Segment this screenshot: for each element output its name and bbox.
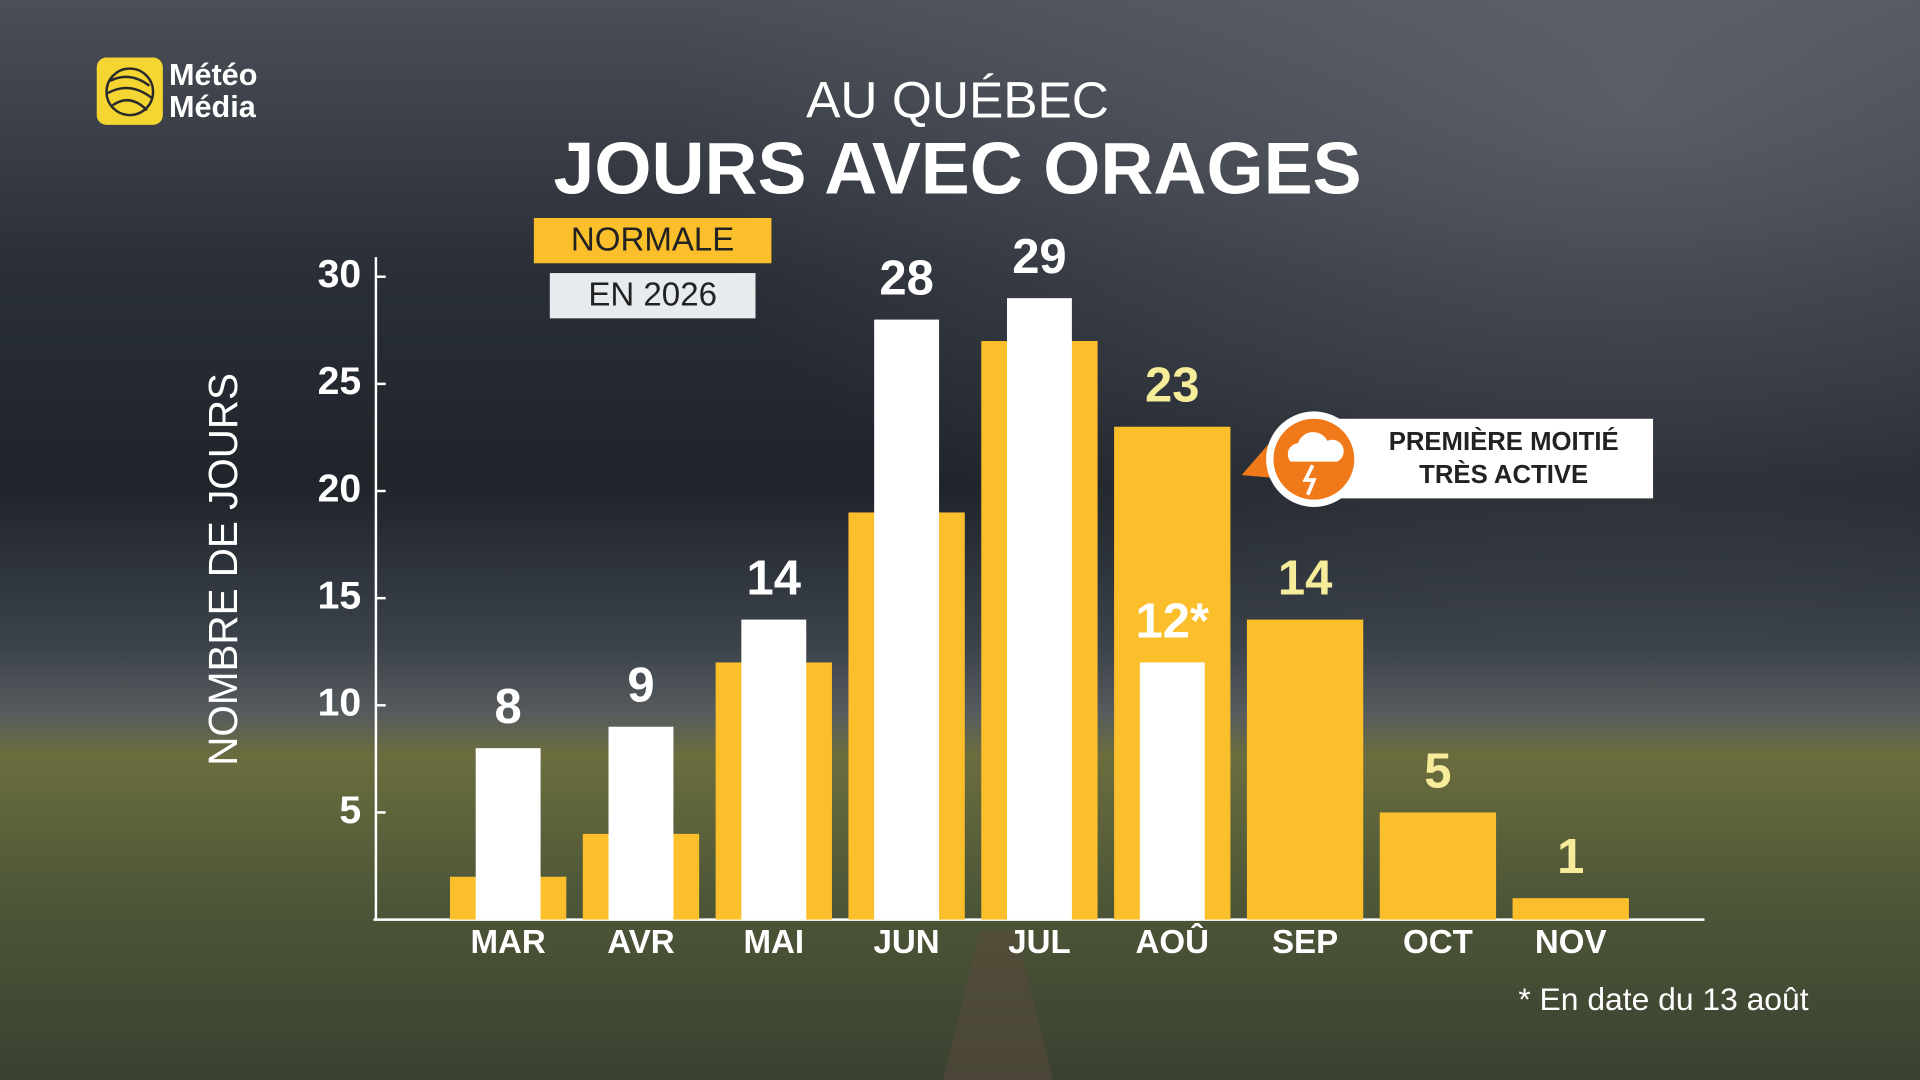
- legend-label: EN 2026: [588, 277, 717, 314]
- x-tick-label: MAI: [744, 924, 805, 961]
- x-tick-label: OCT: [1403, 924, 1473, 961]
- bar: [475, 748, 541, 920]
- value-label: 8: [495, 680, 522, 734]
- value-label: 14: [1278, 552, 1332, 606]
- bar: [1512, 898, 1629, 920]
- chart-subtitle: AU QUÉBEC: [806, 71, 1109, 129]
- x-tick-label: JUN: [874, 924, 940, 961]
- logo-text: Météo: [169, 58, 257, 92]
- x-tick-label: NOV: [1535, 924, 1607, 961]
- legend-label: NORMALE: [571, 222, 734, 259]
- value-label: 9: [627, 659, 654, 713]
- bar: [874, 319, 940, 920]
- x-tick-label: AOÛ: [1136, 922, 1209, 961]
- x-tick-label: SEP: [1272, 924, 1338, 961]
- x-tick-label: AVR: [607, 924, 674, 961]
- y-tick-label: 30: [318, 253, 362, 296]
- bar: [1006, 298, 1072, 920]
- value-label: 14: [747, 552, 801, 606]
- footnote: * En date du 13 août: [1518, 981, 1808, 1017]
- value-label: 12*: [1135, 594, 1209, 648]
- value-label: 5: [1424, 744, 1451, 798]
- logo-text: Média: [169, 90, 257, 124]
- annotation: PREMIÈRE MOITIÉ TRÈS ACTIVE: [1241, 411, 1654, 507]
- value-label: 28: [879, 252, 933, 306]
- bar: [1379, 812, 1497, 920]
- y-tick-label: 20: [318, 467, 362, 510]
- y-tick-label: 5: [339, 789, 361, 832]
- value-label: 23: [1145, 359, 1199, 413]
- annotation-text: TRÈS ACTIVE: [1419, 460, 1588, 489]
- bar: [1246, 619, 1364, 920]
- legend-swatch: [549, 273, 756, 319]
- chart-title: JOURS AVEC ORAGES: [553, 126, 1361, 209]
- value-label: 1: [1557, 830, 1584, 884]
- bar: [1139, 662, 1205, 920]
- lightning-icon: [1302, 464, 1317, 496]
- bar: [741, 619, 807, 920]
- cloud-icon: [1287, 432, 1344, 462]
- y-tick-label: 10: [318, 682, 362, 725]
- logo-globe: [105, 67, 155, 117]
- x-tick-label: JUL: [1008, 924, 1070, 961]
- annotation-text: PREMIÈRE MOITIÉ: [1389, 427, 1619, 456]
- legend-swatch: [533, 217, 772, 264]
- y-tick-label: 25: [318, 360, 362, 403]
- x-tick-label: MAR: [471, 924, 546, 961]
- value-label: 29: [1012, 230, 1066, 284]
- y-tick-label: 15: [318, 575, 362, 618]
- bar: [608, 726, 674, 920]
- y-axis-label: NOMBRE DE JOURS: [200, 373, 246, 766]
